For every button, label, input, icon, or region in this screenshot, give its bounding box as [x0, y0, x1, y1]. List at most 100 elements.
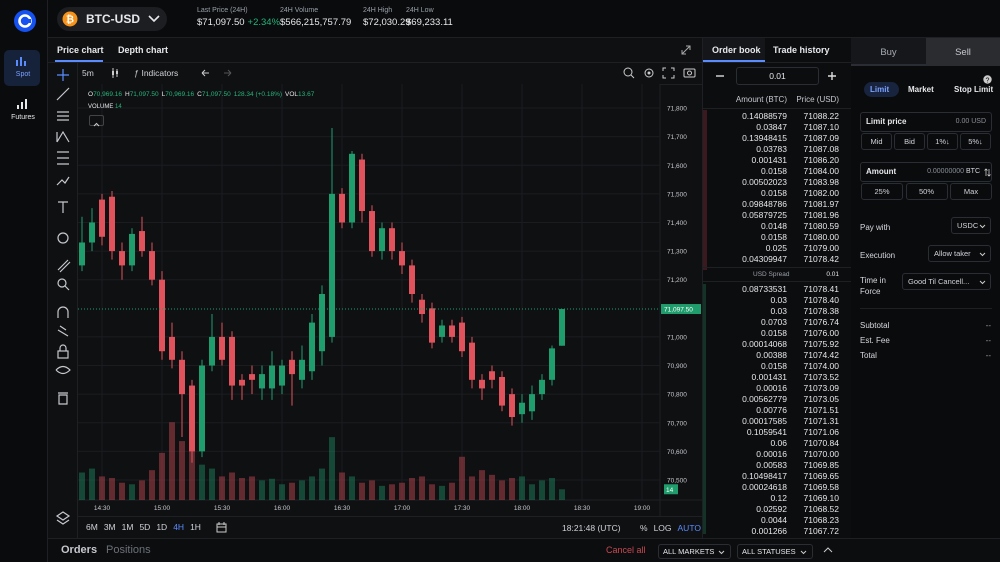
- range-button[interactable]: 3M: [103, 522, 116, 532]
- bids-row: 0.03 71078.38: [703, 306, 851, 317]
- amount: 0.0158: [761, 166, 787, 176]
- range-button[interactable]: 5D: [139, 522, 151, 532]
- step-plus[interactable]: [827, 71, 837, 81]
- order-type[interactable]: Limit: [870, 85, 890, 94]
- amount-preset[interactable]: 25%: [861, 183, 903, 200]
- chart-tab[interactable]: Price chart: [57, 45, 104, 55]
- amount: 0.03847: [756, 122, 787, 132]
- limit-price-input[interactable]: [860, 112, 992, 132]
- legend-value: 71,097.50: [129, 91, 159, 98]
- volume-bar: [309, 476, 315, 500]
- spread-row-bg: [703, 267, 851, 282]
- amount: 0.001431: [751, 155, 787, 165]
- candle-body: [239, 379, 245, 386]
- range-button[interactable]: 1D: [156, 522, 168, 532]
- bids-row: 0.00016 71070.00: [703, 449, 851, 460]
- field-select[interactable]: USDC: [951, 217, 991, 234]
- filter-select[interactable]: ALL MARKETS: [658, 544, 731, 559]
- candle-body: [309, 322, 315, 372]
- range-button[interactable]: 1M: [121, 522, 134, 532]
- last-price-label: 71,097.50: [664, 307, 693, 314]
- scale-option[interactable]: LOG: [653, 523, 672, 533]
- volume-bar: [369, 480, 375, 500]
- range-button[interactable]: 1H: [190, 522, 201, 532]
- calendar-icon[interactable]: [216, 522, 227, 533]
- price: 71073.09: [803, 383, 839, 393]
- collapse-footer[interactable]: [823, 546, 833, 554]
- stat-label: Last Price (24H): [197, 7, 248, 14]
- candle-body: [119, 251, 125, 266]
- price-preset[interactable]: Mid: [861, 133, 892, 150]
- volume-bar: [229, 472, 235, 500]
- candle-type-icon[interactable]: [110, 68, 120, 78]
- pair-selector[interactable]: ₿ BTC-USD: [57, 7, 167, 31]
- drawing-tools: [48, 62, 78, 538]
- chevron: [979, 224, 986, 229]
- futures-icon: [17, 99, 27, 109]
- depth-bar: [703, 284, 706, 534]
- orders-tab[interactable]: Orders: [61, 544, 98, 556]
- trade-history-tab[interactable]: Trade history: [773, 45, 830, 55]
- order-book-tab[interactable]: Order book: [712, 45, 761, 55]
- swap-icon[interactable]: [984, 168, 991, 177]
- candle-body: [169, 336, 175, 360]
- legend-value: 71,097.50: [201, 91, 231, 98]
- stat-value: $71,097.50 +2.34%: [197, 17, 280, 28]
- positions-tab[interactable]: Positions: [106, 544, 151, 556]
- amount-input[interactable]: [860, 162, 992, 182]
- amount-preset[interactable]: 50%: [905, 183, 948, 200]
- expand-icon[interactable]: [681, 45, 691, 55]
- spot-tab[interactable]: [4, 50, 40, 86]
- tool-icons[interactable]: [48, 62, 78, 538]
- spot-icon: [16, 57, 26, 66]
- chart-tools[interactable]: [623, 67, 698, 79]
- step-minus[interactable]: [715, 71, 725, 81]
- range-button[interactable]: 6M: [86, 522, 98, 532]
- divider: [703, 108, 851, 109]
- scale-option[interactable]: AUTO: [677, 523, 701, 533]
- step-value[interactable]: 0.01: [736, 67, 819, 85]
- order-type[interactable]: Market: [908, 85, 934, 94]
- stat-change: +2.34%: [247, 17, 281, 28]
- amount: 0.0158: [761, 361, 787, 371]
- legend-vol-value: 13.67: [298, 91, 315, 98]
- amount: 0.00388: [756, 350, 787, 360]
- interval[interactable]: 5m: [82, 68, 94, 78]
- logo[interactable]: [13, 9, 37, 33]
- candle-body: [379, 228, 385, 252]
- volume-bar: [119, 482, 125, 500]
- chevron: [979, 252, 986, 257]
- price-preset[interactable]: 5%↓: [960, 133, 991, 150]
- volume-bar: [219, 476, 225, 500]
- chart-tab[interactable]: Depth chart: [118, 45, 169, 55]
- price: 71078.42: [803, 254, 839, 264]
- amount-preset[interactable]: Max: [950, 183, 992, 200]
- sidebar-label[interactable]: Futures: [11, 114, 35, 121]
- undo-redo[interactable]: [200, 68, 240, 78]
- summary-label: Subtotal: [860, 321, 890, 330]
- price-preset[interactable]: 1%↓: [927, 133, 958, 150]
- sell-tab[interactable]: Sell: [955, 47, 971, 58]
- price: 71074.42: [803, 350, 839, 360]
- order-type[interactable]: Stop Limit: [954, 85, 994, 94]
- buy-tab[interactable]: Buy: [880, 47, 897, 58]
- indicators[interactable]: ƒ Indicators: [134, 68, 179, 78]
- placeholder: 0.00: [955, 118, 970, 125]
- help-icon[interactable]: ?: [983, 75, 992, 84]
- collapse-legend[interactable]: [89, 115, 104, 127]
- field-select[interactable]: Good Til Cancell...: [902, 273, 991, 290]
- range-button[interactable]: 4H: [173, 522, 185, 532]
- sidebar-label[interactable]: Spot: [15, 71, 31, 78]
- scale-option[interactable]: %: [640, 523, 648, 533]
- cancel-all[interactable]: Cancel all: [606, 545, 646, 555]
- field-select[interactable]: Allow taker: [928, 245, 991, 262]
- amount: 0.14088579: [742, 111, 787, 121]
- scale-options: % LOG AUTO: [640, 523, 701, 533]
- bids-row: 0.03 71078.40: [703, 295, 851, 306]
- volume-bar: [199, 464, 205, 500]
- field-label: Pay with: [860, 223, 891, 232]
- candle-body: [269, 365, 275, 389]
- legend-key: C: [197, 91, 202, 98]
- price-preset[interactable]: Bid: [894, 133, 925, 150]
- filter-select[interactable]: ALL STATUSES: [737, 544, 813, 559]
